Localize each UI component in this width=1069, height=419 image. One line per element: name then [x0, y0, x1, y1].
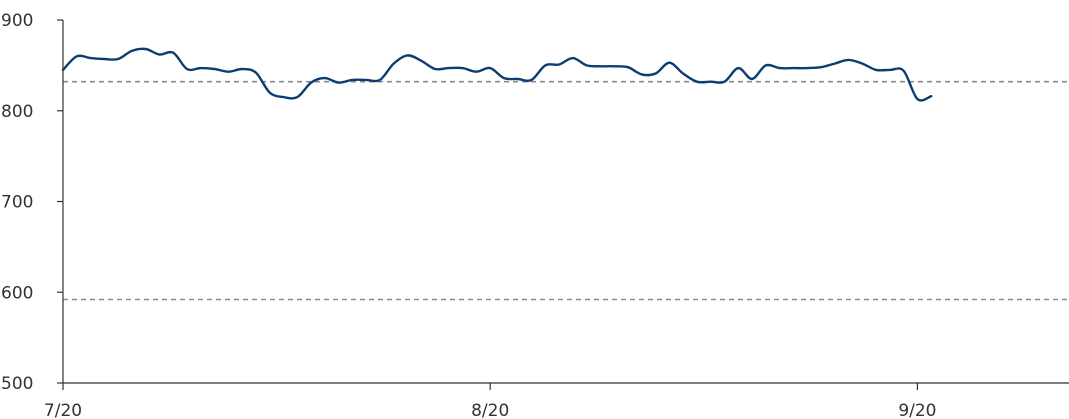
y-tick-label: 500 [1, 374, 33, 394]
series-line [61, 47, 933, 102]
x-tick-label: 9/20 [898, 401, 936, 419]
y-tick-label: 900 [1, 11, 33, 31]
y-axis-ticks: 500 600 700 800 900 [1, 11, 63, 394]
series-layer [61, 47, 933, 102]
x-tick-label: 8/20 [471, 401, 509, 419]
y-tick-label: 600 [1, 283, 33, 303]
reference-lines [63, 80, 1069, 301]
x-tick-label: 7/20 [44, 401, 82, 419]
y-tick-label: 700 [1, 193, 33, 213]
y-tick-label: 800 [1, 102, 33, 122]
x-axis-ticks: 7/20 8/20 9/20 [44, 383, 937, 419]
